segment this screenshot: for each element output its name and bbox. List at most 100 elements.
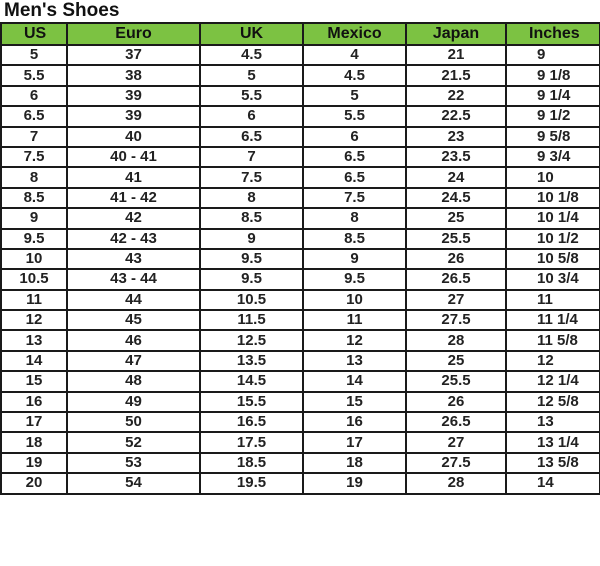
cell-inches: 10 5/8 xyxy=(505,247,600,271)
cell-inches: 9 1/4 xyxy=(505,84,600,108)
cell-euro: 44 xyxy=(66,288,201,312)
table-row: 8 41 7.5 6.5 24 10 xyxy=(0,166,600,189)
cell-uk: 15.5 xyxy=(199,390,304,414)
cell-mexico: 8 xyxy=(302,207,407,230)
cell-mexico: 17 xyxy=(302,431,407,454)
table-row: 18 52 17.5 17 27 13 1/4 xyxy=(0,431,600,454)
cell-euro: 39 xyxy=(66,84,201,108)
cell-mexico: 18 xyxy=(302,451,407,475)
table-row: 17 50 16.5 16 26.5 13 xyxy=(0,411,600,434)
column-header-us: US xyxy=(0,22,68,46)
cell-uk: 6.5 xyxy=(199,125,304,148)
cell-us: 6.5 xyxy=(0,105,68,128)
cell-euro: 40 - 41 xyxy=(66,145,201,169)
cell-uk: 11.5 xyxy=(199,309,304,332)
cell-euro: 40 xyxy=(66,125,201,148)
cell-uk: 16.5 xyxy=(199,411,304,434)
cell-uk: 9.5 xyxy=(199,247,304,271)
cell-us: 9 xyxy=(0,207,68,230)
cell-inches: 11 xyxy=(505,288,600,312)
column-header-euro: Euro xyxy=(66,22,201,46)
cell-inches: 9 1/8 xyxy=(505,64,600,87)
cell-uk: 12.5 xyxy=(199,329,304,352)
cell-japan: 28 xyxy=(405,472,507,495)
header-row: US Euro UK Mexico Japan Inches xyxy=(0,22,600,46)
cell-inches: 13 5/8 xyxy=(505,451,600,475)
cell-euro: 42 xyxy=(66,207,201,230)
cell-us: 5.5 xyxy=(0,64,68,87)
cell-euro: 42 - 43 xyxy=(66,227,201,250)
cell-japan: 22 xyxy=(405,84,507,108)
cell-uk: 6 xyxy=(199,105,304,128)
cell-mexico: 11 xyxy=(302,309,407,332)
cell-uk: 18.5 xyxy=(199,451,304,475)
table-row: 13 46 12.5 12 28 11 5/8 xyxy=(0,329,600,352)
cell-inches: 11 1/4 xyxy=(505,309,600,332)
cell-us: 10 xyxy=(0,247,68,271)
cell-us: 10.5 xyxy=(0,268,68,291)
table-row: 5.5 38 5 4.5 21.5 9 1/8 xyxy=(0,64,600,87)
cell-inches: 11 5/8 xyxy=(505,329,600,352)
cell-inches: 13 1/4 xyxy=(505,431,600,454)
table-row: 10.5 43 - 44 9.5 9.5 26.5 10 3/4 xyxy=(0,268,600,291)
cell-mexico: 6.5 xyxy=(302,145,407,169)
cell-inches: 12 xyxy=(505,349,600,373)
cell-euro: 41 xyxy=(66,166,201,189)
table-row: 6.5 39 6 5.5 22.5 9 1/2 xyxy=(0,105,600,128)
column-header-japan: Japan xyxy=(405,22,507,46)
cell-us: 16 xyxy=(0,390,68,414)
table-row: 19 53 18.5 18 27.5 13 5/8 xyxy=(0,451,600,475)
cell-us: 8 xyxy=(0,166,68,189)
cell-inches: 9 3/4 xyxy=(505,145,600,169)
cell-uk: 14.5 xyxy=(199,370,304,393)
cell-mexico: 19 xyxy=(302,472,407,495)
cell-japan: 25.5 xyxy=(405,370,507,393)
cell-us: 12 xyxy=(0,309,68,332)
cell-mexico: 15 xyxy=(302,390,407,414)
cell-japan: 27 xyxy=(405,431,507,454)
cell-inches: 12 5/8 xyxy=(505,390,600,414)
column-header-mexico: Mexico xyxy=(302,22,407,46)
cell-japan: 27.5 xyxy=(405,451,507,475)
column-header-inches: Inches xyxy=(505,22,600,46)
cell-japan: 25 xyxy=(405,207,507,230)
cell-us: 9.5 xyxy=(0,227,68,250)
table-row: 12 45 11.5 11 27.5 11 1/4 xyxy=(0,309,600,332)
cell-inches: 10 1/8 xyxy=(505,186,600,210)
table-row: 7 40 6.5 6 23 9 5/8 xyxy=(0,125,600,148)
cell-uk: 10.5 xyxy=(199,288,304,312)
cell-japan: 26 xyxy=(405,390,507,414)
cell-euro: 38 xyxy=(66,64,201,87)
cell-japan: 21 xyxy=(405,43,507,67)
cell-mexico: 4 xyxy=(302,43,407,67)
cell-us: 14 xyxy=(0,349,68,373)
cell-uk: 9.5 xyxy=(199,268,304,291)
cell-uk: 5.5 xyxy=(199,84,304,108)
cell-uk: 13.5 xyxy=(199,349,304,373)
cell-mexico: 5 xyxy=(302,84,407,108)
cell-uk: 8 xyxy=(199,186,304,210)
table-row: 11 44 10.5 10 27 11 xyxy=(0,288,600,312)
cell-inches: 10 3/4 xyxy=(505,268,600,291)
table-row: 15 48 14.5 14 25.5 12 1/4 xyxy=(0,370,600,393)
cell-us: 8.5 xyxy=(0,186,68,210)
cell-euro: 41 - 42 xyxy=(66,186,201,210)
cell-uk: 8.5 xyxy=(199,207,304,230)
cell-us: 7 xyxy=(0,125,68,148)
table-row: 7.5 40 - 41 7 6.5 23.5 9 3/4 xyxy=(0,145,600,169)
table-row: 14 47 13.5 13 25 12 xyxy=(0,349,600,373)
cell-japan: 27.5 xyxy=(405,309,507,332)
cell-japan: 23 xyxy=(405,125,507,148)
cell-us: 17 xyxy=(0,411,68,434)
cell-mexico: 7.5 xyxy=(302,186,407,210)
cell-euro: 48 xyxy=(66,370,201,393)
cell-japan: 28 xyxy=(405,329,507,352)
cell-euro: 39 xyxy=(66,105,201,128)
table-row: 10 43 9.5 9 26 10 5/8 xyxy=(0,247,600,271)
cell-uk: 7 xyxy=(199,145,304,169)
cell-uk: 17.5 xyxy=(199,431,304,454)
table-row: 5 37 4.5 4 21 9 xyxy=(0,43,600,67)
table-row: 16 49 15.5 15 26 12 5/8 xyxy=(0,390,600,414)
cell-euro: 45 xyxy=(66,309,201,332)
cell-japan: 21.5 xyxy=(405,64,507,87)
